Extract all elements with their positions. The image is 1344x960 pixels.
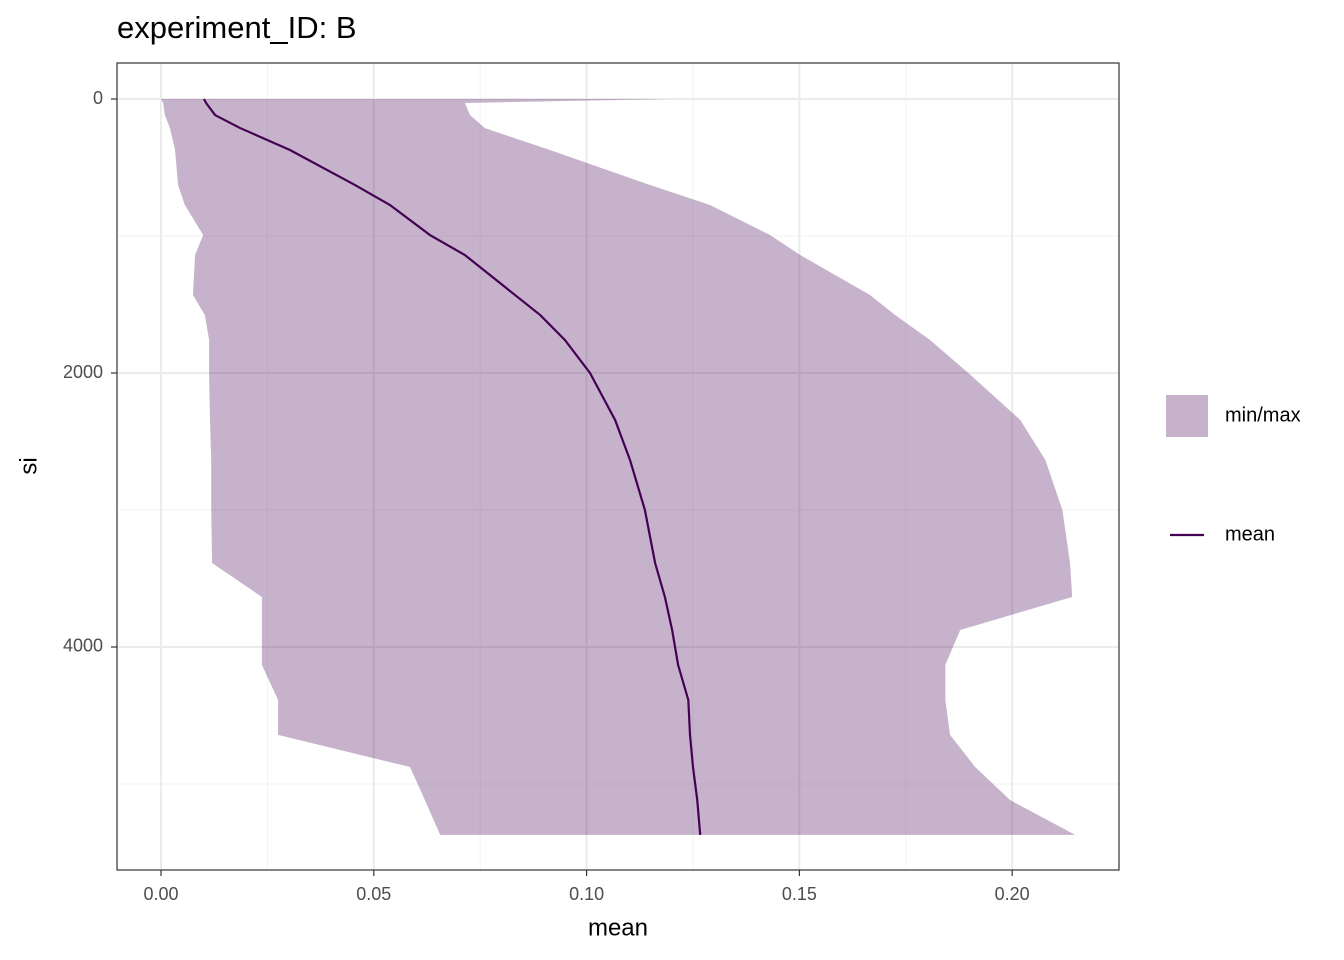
x-tick-label: 0.00 [143,884,178,904]
ribbon [161,99,1076,835]
y-tick-label: 4000 [63,636,103,656]
chart-title: experiment_ID: B [117,10,357,45]
x-tick-label: 0.05 [356,884,391,904]
y-axis-title: si [15,457,42,474]
mean-line [203,98,702,836]
legend-label: mean [1225,523,1275,545]
legend-label: min/max [1225,404,1301,426]
x-tick-label: 0.15 [782,884,817,904]
y-tick-label: 2000 [63,362,103,382]
legend-key [1166,395,1208,437]
y-tick-label: 0 [93,88,103,108]
x-axis-title: mean [588,914,648,941]
x-tick-label: 0.10 [569,884,604,904]
x-tick-label: 0.20 [995,884,1030,904]
panel-border [116,62,1120,871]
